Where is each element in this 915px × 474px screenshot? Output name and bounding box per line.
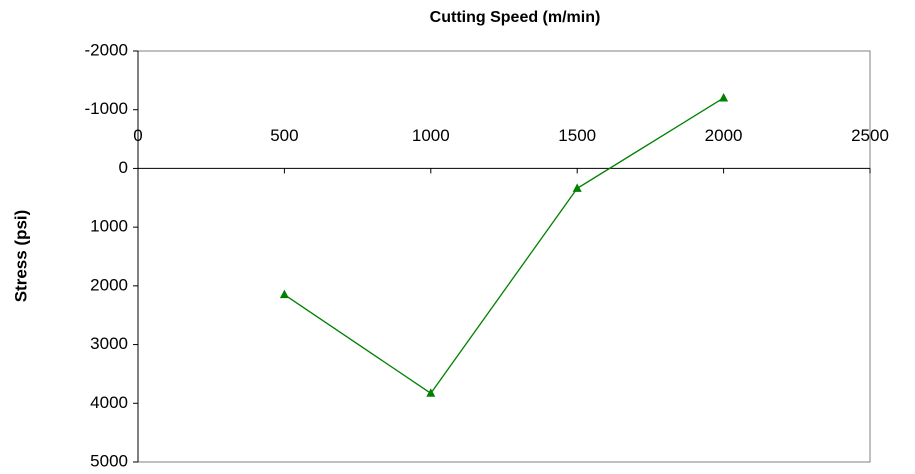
y-tick-label: 4000: [90, 393, 128, 412]
marker: [572, 183, 582, 192]
x-tick-label: 2500: [851, 126, 889, 145]
x-tick-label: 1500: [558, 126, 596, 145]
chart-title: Cutting Speed (m/min): [430, 9, 601, 26]
x-tick-label: 2000: [705, 126, 743, 145]
y-tick-label: -2000: [85, 40, 128, 59]
marker: [279, 289, 289, 299]
y-tick-label: -1000: [85, 99, 128, 118]
y-tick-label: 3000: [90, 334, 128, 353]
marker: [426, 388, 436, 397]
x-tick-label: 0: [133, 126, 142, 145]
marker: [719, 92, 729, 102]
x-tick-label: 1000: [412, 126, 450, 145]
plot-area: [137, 50, 871, 463]
y-tick-label: 5000: [90, 451, 128, 470]
y-axis-label: Stress (psi): [11, 210, 30, 303]
x-tick-label: 500: [270, 126, 298, 145]
y-tick-label: 0: [119, 158, 128, 177]
y-tick-label: 1000: [90, 217, 128, 236]
y-tick-label: 2000: [90, 275, 128, 294]
line: [284, 97, 724, 395]
